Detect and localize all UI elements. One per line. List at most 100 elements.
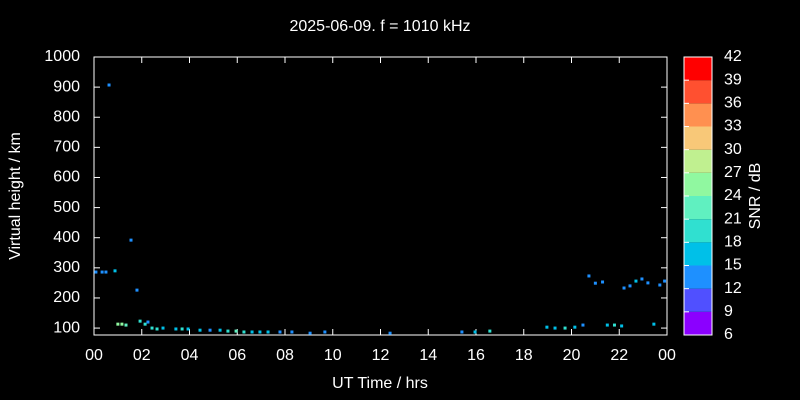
y-tick-label: 500 [53,199,80,216]
colorbar-band [684,311,712,335]
data-point [226,329,230,333]
data-point [120,322,124,326]
data-point [266,330,270,334]
data-point [663,279,667,283]
data-point [573,325,577,329]
data-point [208,328,212,332]
colorbar-tick-label: 30 [724,141,742,158]
x-tick-label: 20 [563,347,581,364]
colorbar-label: SNR / dB [747,163,764,230]
colorbar-band [684,103,712,127]
data-point [658,283,662,287]
data-point [488,329,492,333]
data-point [161,326,165,330]
data-point [634,279,638,283]
colorbar-band [684,80,712,104]
data-point [388,331,392,335]
data-point [601,280,605,284]
data-point [473,330,477,334]
y-tick-label: 1000 [44,48,80,65]
colorbar-tick-label: 12 [724,280,742,297]
data-point [186,327,190,331]
data-point [218,328,222,332]
data-point [652,322,656,326]
colorbar-tick-label: 21 [724,210,742,227]
data-point [242,330,246,334]
colorbar-band [684,242,712,266]
y-tick-label: 100 [53,319,80,336]
data-point [180,327,184,331]
data-point [308,331,312,335]
colorbar-tick-label: 9 [724,303,733,320]
data-point [593,281,597,285]
data-point [116,322,120,326]
data-point [640,277,644,281]
y-tick-label: 300 [53,259,80,276]
x-tick-label: 06 [228,347,246,364]
y-tick-label: 700 [53,139,80,156]
colorbar-band [684,57,712,81]
data-point [612,323,616,327]
data-point [104,270,108,274]
colorbar-band [684,288,712,312]
data-point [628,284,632,288]
data-point [646,281,650,285]
x-tick-label: 22 [610,347,628,364]
colorbar-band [684,219,712,243]
data-point [155,327,159,331]
colorbar-tick-label: 33 [724,118,742,135]
data-point [278,330,282,334]
data-point [138,319,142,323]
data-point [129,238,133,242]
colorbar-tick-label: 15 [724,257,742,274]
data-point [622,286,626,290]
colorbar-tick-label: 6 [724,326,733,343]
colorbar-band [684,196,712,220]
y-tick-label: 200 [53,289,80,306]
x-tick-label: 18 [515,347,533,364]
colorbar-tick-label: 36 [724,95,742,112]
x-tick-label: 00 [658,347,676,364]
data-point [146,320,150,324]
data-point [620,324,624,328]
data-point [174,327,178,331]
data-point [553,326,557,330]
data-point [135,288,139,292]
y-tick-label: 800 [53,108,80,125]
data-point [198,328,202,332]
x-axis-label: UT Time / hrs [332,375,428,392]
data-point [545,325,549,329]
x-tick-label: 12 [372,347,390,364]
data-point [100,270,104,274]
data-point [150,326,154,330]
colorbar-band [684,265,712,289]
data-point [113,269,117,273]
data-point [290,330,294,334]
data-point [581,323,585,327]
y-tick-label: 400 [53,229,80,246]
x-tick-label: 10 [324,347,342,364]
x-tick-label: 02 [133,347,151,364]
colorbar-band [684,172,712,196]
data-point [563,326,567,330]
data-point [94,270,98,274]
x-tick-label: 14 [419,347,437,364]
data-point [460,330,464,334]
data-point [605,323,609,327]
colorbar-tick-label: 39 [724,71,742,88]
colorbar-band [684,126,712,150]
y-tick-label: 900 [53,78,80,95]
colorbar-tick-label: 42 [724,48,742,65]
data-point [107,83,111,87]
data-point [323,330,327,334]
data-point [258,330,262,334]
colorbar-tick-label: 18 [724,234,742,251]
data-point [587,274,591,278]
x-tick-label: 00 [85,347,103,364]
y-axis-label: Virtual height / km [7,132,24,260]
colorbar-band [684,149,712,173]
x-tick-label: 08 [276,347,294,364]
colorbar-tick-label: 24 [724,187,742,204]
x-tick-label: 04 [181,347,199,364]
